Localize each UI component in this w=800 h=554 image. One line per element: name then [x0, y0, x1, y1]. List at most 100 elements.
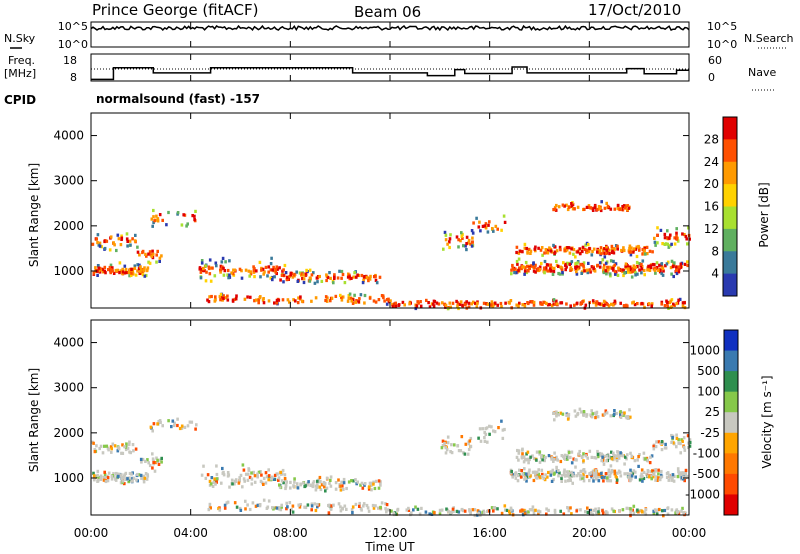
scatter-cell — [326, 275, 330, 280]
scatter-cell — [614, 272, 617, 276]
scatter-cell — [138, 271, 142, 275]
scatter-cell — [462, 244, 465, 248]
scatter-cell — [615, 459, 619, 463]
scatter-cell — [565, 261, 569, 265]
scatter-cell — [582, 468, 585, 472]
scatter-cell — [530, 508, 533, 512]
scatter-cell — [152, 422, 156, 426]
scatter-cell — [120, 234, 123, 238]
scatter-cell — [621, 205, 624, 209]
scatter-cell — [517, 257, 521, 261]
scatter-cell — [368, 296, 372, 300]
scatter-cell — [677, 298, 680, 302]
scatter-cell — [448, 237, 452, 241]
scatter-cell — [240, 269, 243, 273]
scatter-cell — [215, 464, 218, 468]
scatter-cell — [574, 465, 577, 469]
scatter-cell — [632, 511, 636, 515]
scatter-cell — [304, 272, 307, 276]
scatter-cell — [208, 272, 212, 276]
scatter-cell — [618, 509, 621, 513]
scatter-cell — [622, 246, 625, 250]
scatter-cell — [552, 298, 556, 302]
scatter-cell — [546, 269, 549, 273]
scatter-cell — [205, 270, 208, 274]
scatter-cell — [626, 270, 630, 274]
scatter-cell — [624, 262, 628, 266]
scatter-cell — [679, 451, 682, 455]
scatter-cell — [605, 272, 608, 276]
scatter-cell — [503, 220, 507, 224]
scatter-cell — [328, 481, 331, 485]
scatter-cell — [557, 264, 560, 268]
scatter-cell — [521, 511, 525, 515]
scatter-cell — [584, 303, 588, 307]
scatter-cell — [274, 270, 277, 274]
scatter-cell — [559, 509, 562, 513]
scatter-cell — [250, 477, 254, 481]
scatter-cell — [204, 279, 208, 283]
scatter-cell — [525, 457, 529, 462]
scatter-cell — [517, 449, 521, 453]
scatter-cell — [138, 253, 141, 257]
scatter-cell — [518, 301, 521, 305]
scatter-cell — [547, 454, 551, 458]
scatter-cell — [358, 297, 361, 301]
scatter-cell — [578, 247, 581, 251]
scatter-cell — [576, 261, 579, 265]
scatter-cell — [611, 249, 614, 253]
scatter-cell — [526, 251, 529, 255]
scatter-cell — [247, 269, 251, 273]
scatter-cell — [394, 304, 398, 308]
scatter-cell — [173, 421, 176, 425]
scatter-cell — [186, 424, 190, 428]
scatter-cell — [448, 240, 451, 244]
scatter-cell — [139, 473, 143, 477]
scatter-cell — [591, 249, 594, 254]
scatter-cell — [284, 483, 288, 487]
scatter-cell — [155, 253, 158, 257]
scatter-cell — [538, 460, 542, 464]
power-colorbar-tick: 28 — [704, 132, 719, 146]
scatter-cell — [275, 298, 279, 302]
scatter-cell — [605, 476, 609, 480]
scatter-cell — [598, 302, 602, 306]
scatter-cell — [502, 214, 506, 218]
scatter-cell — [569, 304, 572, 308]
scatter-cell — [660, 300, 664, 304]
scatter-cell — [369, 481, 373, 485]
scatter-cell — [677, 441, 680, 445]
scatter-cell — [299, 503, 302, 507]
scatter-cell — [664, 442, 667, 446]
scatter-cell — [619, 451, 622, 455]
scatter-cell — [313, 281, 317, 285]
scatter-cell — [634, 265, 637, 269]
scatter-cell — [266, 274, 269, 278]
scatter-cell — [637, 245, 640, 249]
scatter-cell — [367, 509, 371, 513]
scatter-cell — [602, 462, 606, 466]
noise-ytick-bottom: 10^0 — [58, 38, 88, 51]
scatter-cell — [467, 447, 471, 452]
scatter-cell — [250, 482, 254, 486]
scatter-cell — [672, 274, 675, 279]
scatter-cell — [524, 472, 528, 476]
scatter-cell — [134, 447, 138, 451]
scatter-cell — [210, 294, 213, 299]
scatter-cell — [157, 462, 161, 466]
scatter-cell — [298, 271, 302, 275]
scatter-cell — [222, 266, 225, 270]
scatter-cell — [96, 273, 99, 277]
scatter-cell — [314, 296, 318, 300]
scatter-cell — [648, 268, 652, 272]
scatter-cell — [523, 477, 526, 481]
scatter-cell — [269, 276, 273, 280]
scatter-cell — [572, 248, 576, 252]
scatter-cell — [578, 252, 582, 256]
scatter-cell — [224, 296, 228, 300]
scatter-cell — [575, 272, 579, 276]
scatter-cell — [143, 266, 146, 270]
scatter-cell — [592, 472, 596, 476]
scatter-cell — [552, 411, 555, 415]
scatter-cell — [545, 268, 548, 272]
